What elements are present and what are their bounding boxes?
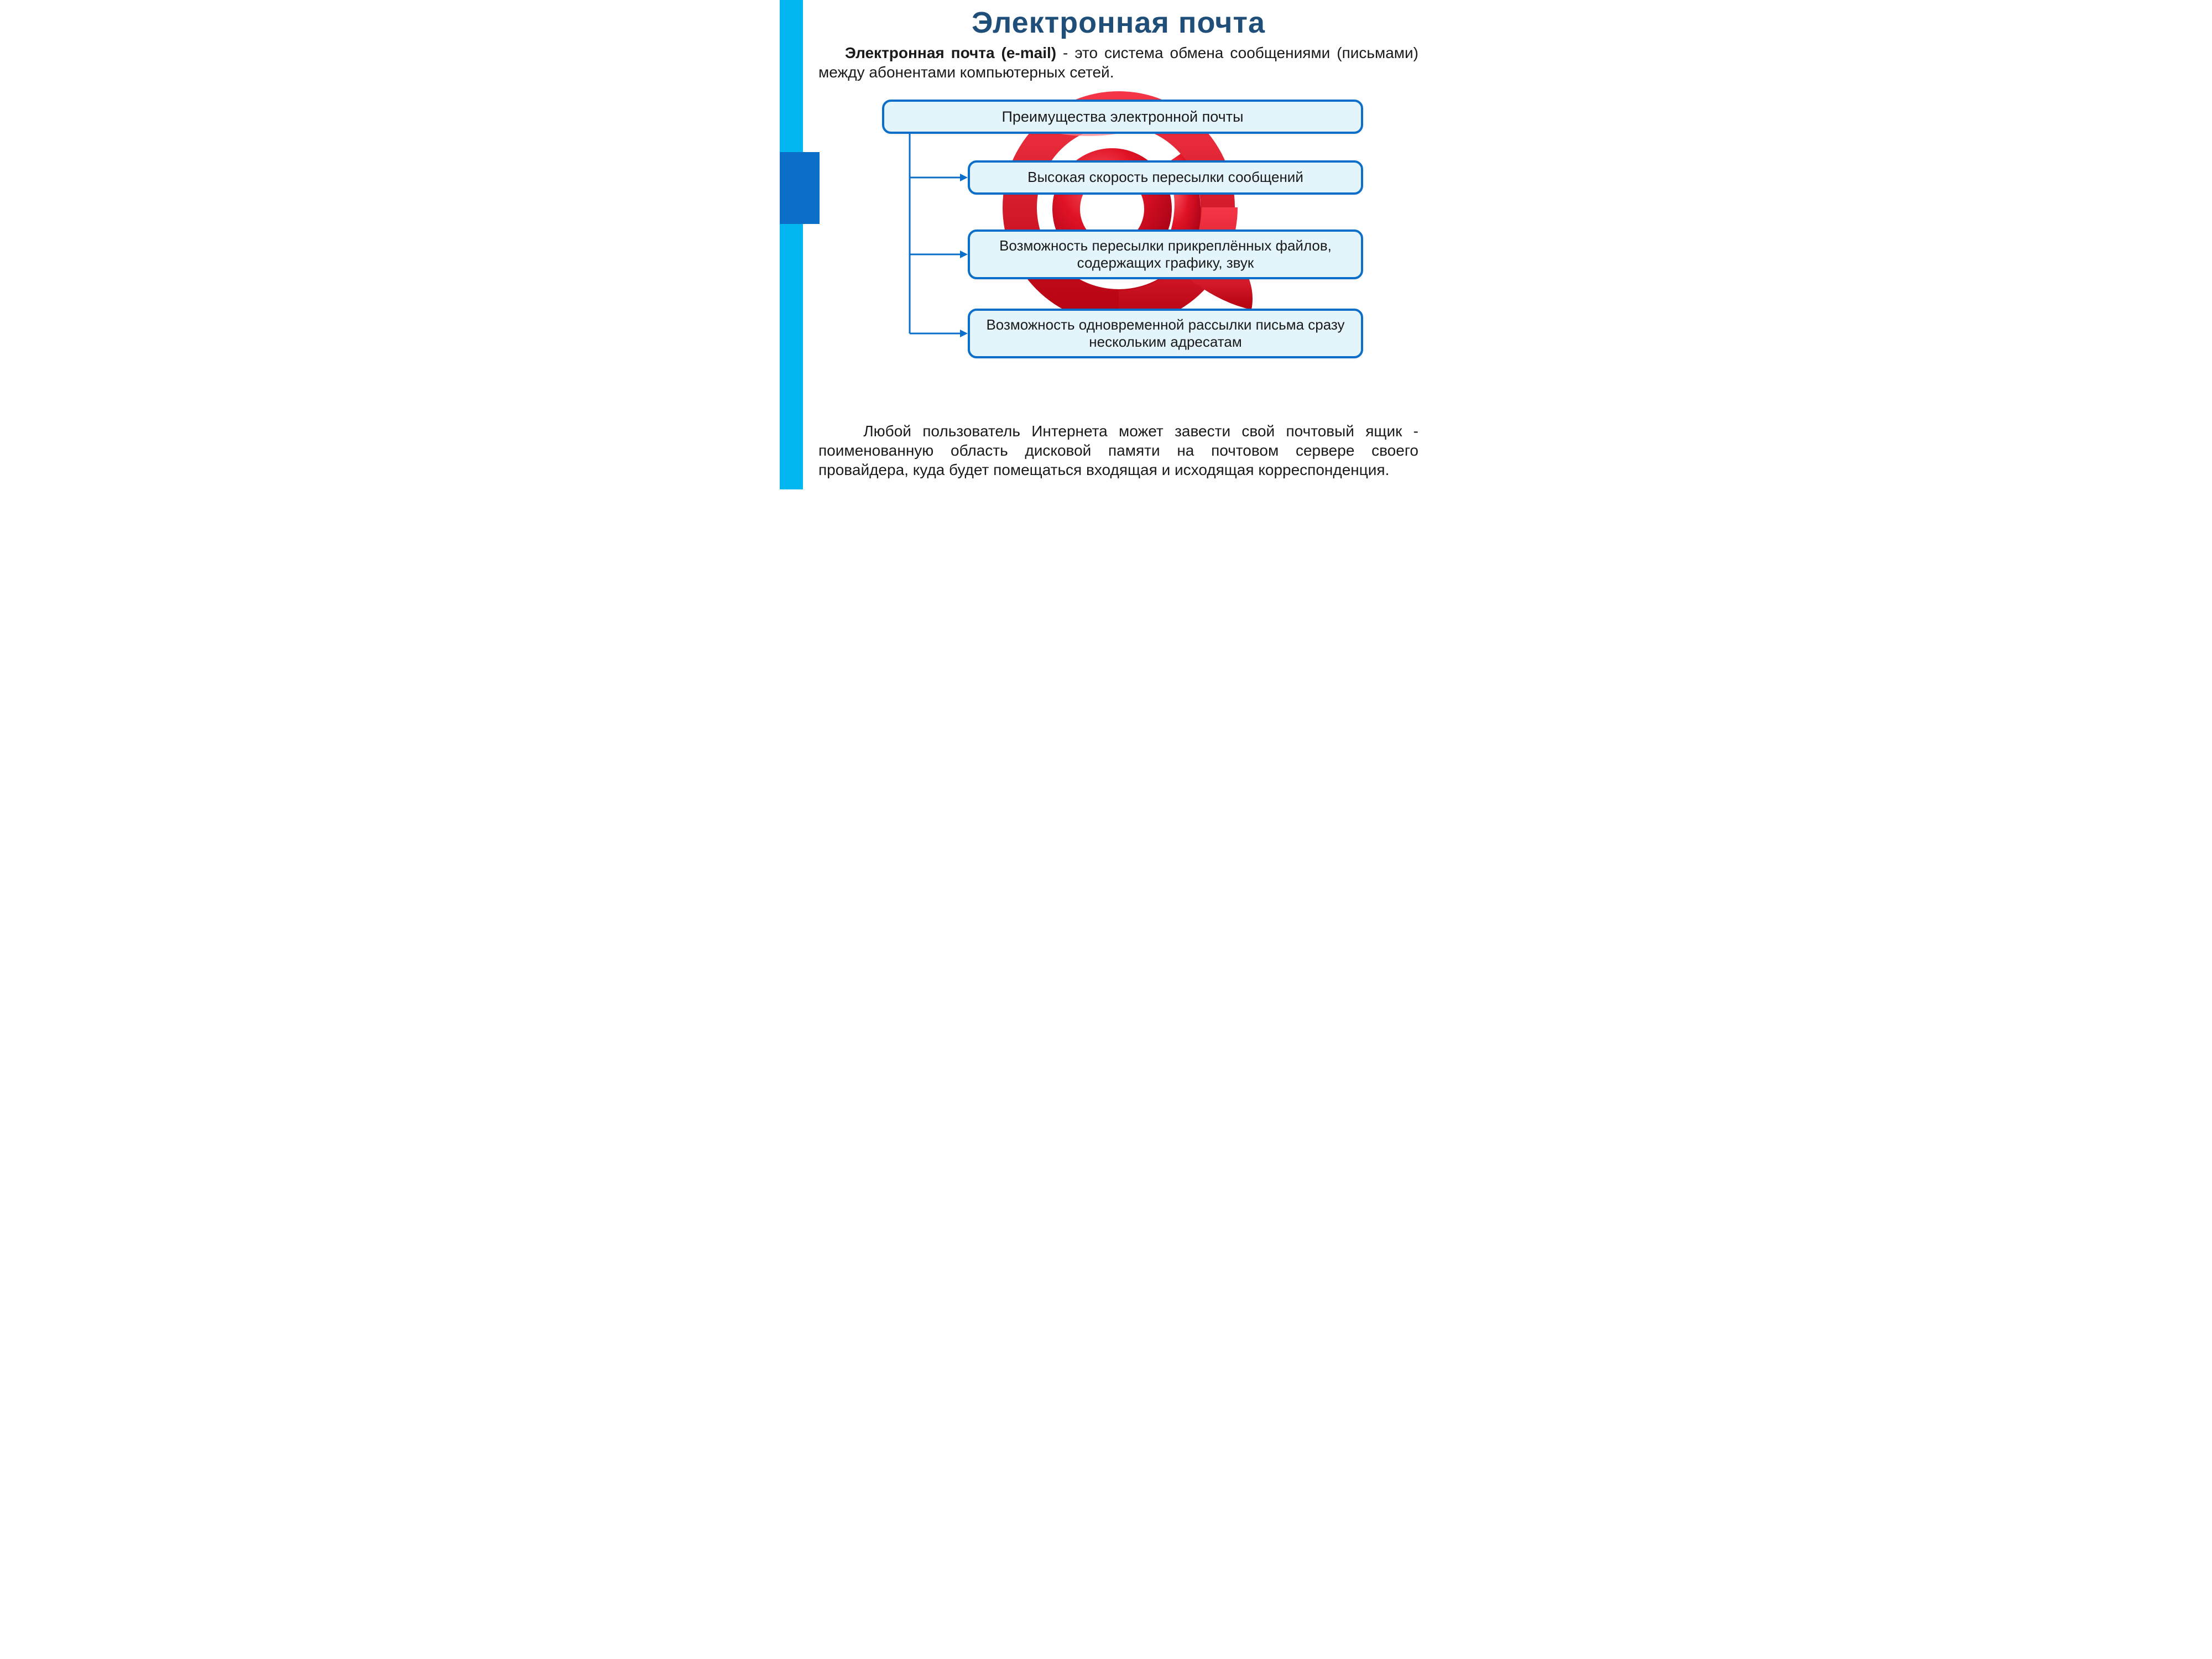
slide: Электронная почта Электронная почта (e-m… <box>780 0 1432 489</box>
accent-bar-left-2 <box>780 152 820 224</box>
diagram-item-box: Возможность пересылки прикреплённых файл… <box>968 229 1363 279</box>
diagram-header-box: Преимущества электронной почты <box>882 100 1363 134</box>
outro-text: Любой пользователь Интернета может завес… <box>818 422 1418 478</box>
outro-paragraph: Любой пользователь Интернета может завес… <box>818 421 1418 479</box>
diagram-item-text: Возможность одновременной рассылки письм… <box>981 316 1350 351</box>
diagram-item-box: Высокая скорость пересылки сообщений <box>968 160 1363 195</box>
diagram-item-text: Возможность пересылки прикреплённых файл… <box>981 237 1350 272</box>
diagram: Преимущества электронной почты Высокая с… <box>818 88 1418 365</box>
intro-paragraph: Электронная почта (e-mail) - это система… <box>818 43 1418 82</box>
diagram-item-text: Высокая скорость пересылки сообщений <box>1027 169 1303 186</box>
diagram-header-text: Преимущества электронной почты <box>1001 108 1243 126</box>
content-area: Электронная почта Электронная почта (e-m… <box>818 6 1418 365</box>
slide-title: Электронная почта <box>818 6 1418 40</box>
intro-lead: Электронная почта (e-mail) <box>845 44 1056 61</box>
accent-bar-left <box>780 0 803 489</box>
diagram-item-box: Возможность одновременной рассылки письм… <box>968 309 1363 358</box>
